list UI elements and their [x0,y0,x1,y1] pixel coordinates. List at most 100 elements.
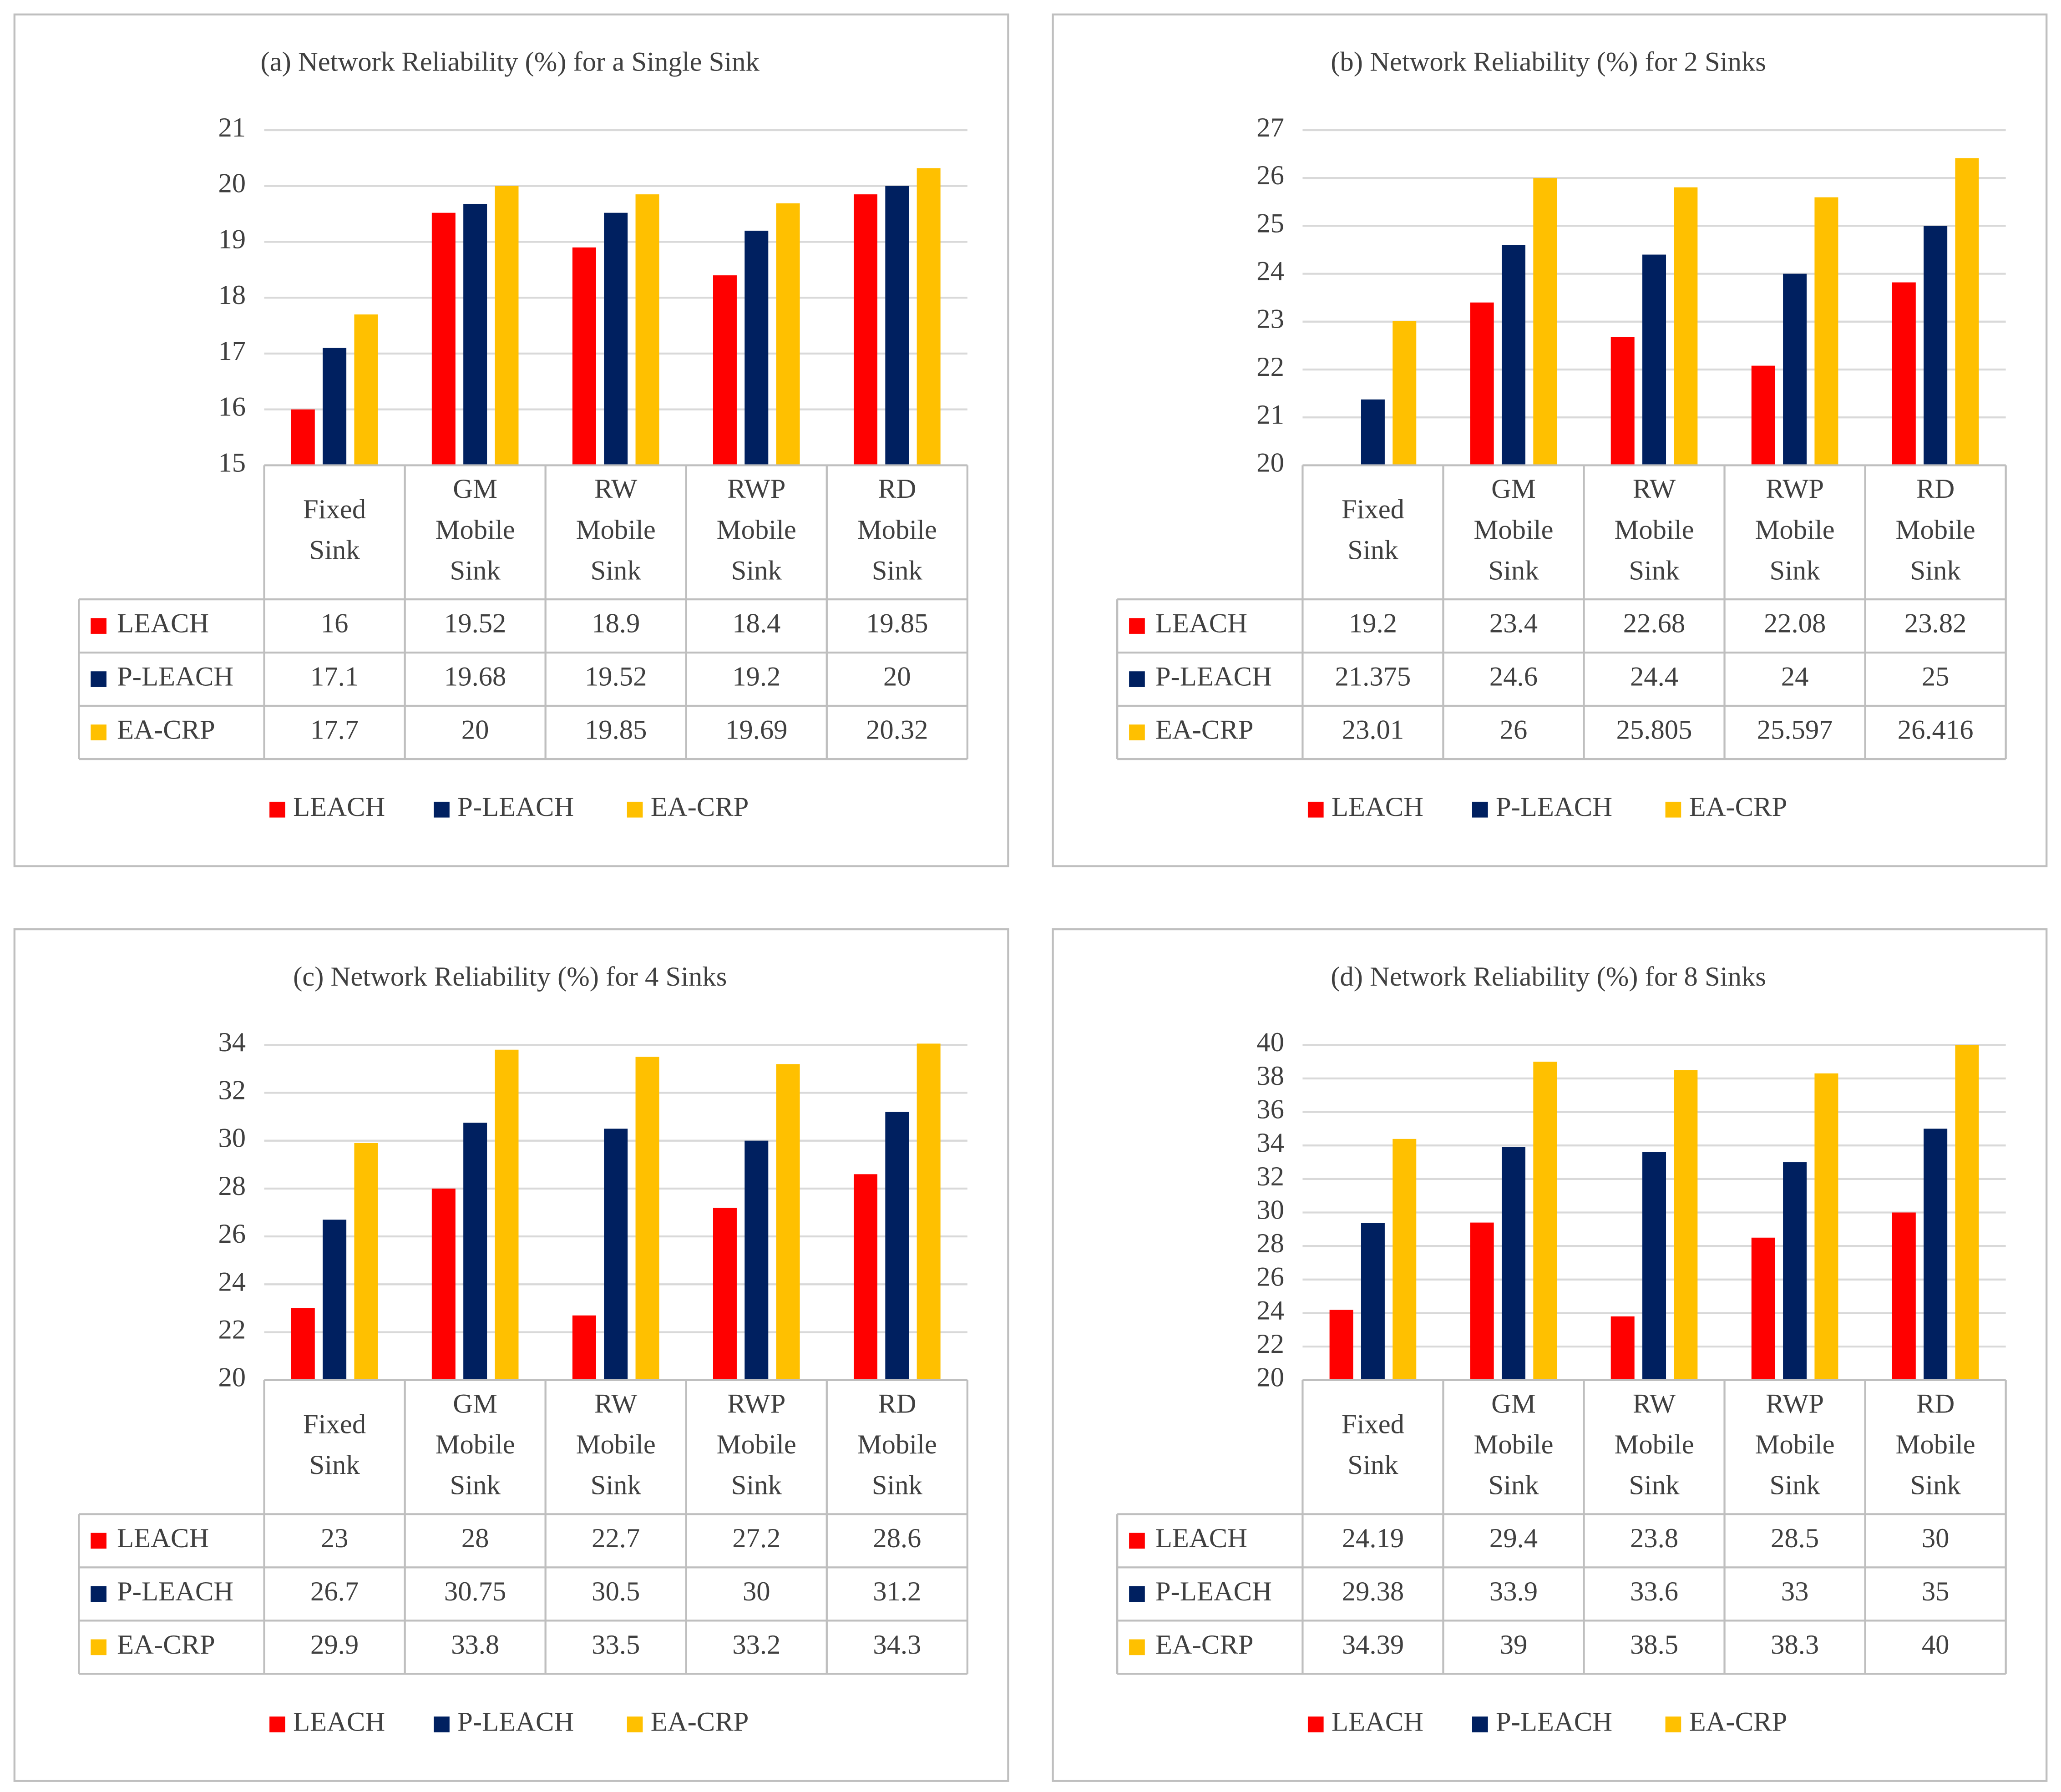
x-tick-line: Sink [1629,1470,1680,1501]
x-tick-line: Sink [1769,555,1820,586]
y-tick-label: 16 [218,392,246,422]
x-tick-label: GM Mobile Sink [435,474,515,586]
table-cell: 24 [1781,661,1809,692]
x-tick-line: Mobile [435,515,515,545]
x-tick-line: Mobile [576,515,656,545]
bar [744,230,769,466]
x-tick-line: Mobile [1755,1429,1834,1460]
x-tick-label: RD Mobile Sink [1896,474,1975,586]
legend-key [627,801,643,818]
legend-label: P-LEACH [1496,1706,1612,1737]
table-row-label: EA-CRP [1155,714,1254,745]
table-row-label: P-LEACH [117,661,233,692]
y-tick-label: 36 [1256,1094,1284,1124]
legend-key [1307,801,1324,818]
bar [635,1057,659,1380]
y-tick-label: 20 [218,168,246,199]
y-tick-label: 18 [218,280,246,310]
x-tick-line: GM [1491,1388,1536,1419]
bar [495,186,519,466]
table-cell: 25.805 [1616,714,1692,745]
bar [1955,158,1979,466]
panel-border [13,928,1009,1782]
x-tick-line: Mobile [1896,515,1975,545]
x-tick-line: RD [1916,474,1955,504]
table-row-label: LEACH [117,1523,209,1554]
x-tick-line: Mobile [857,515,937,545]
table-cell: 33.8 [451,1630,499,1660]
x-tick-line: Sink [450,555,501,586]
bar [291,409,315,466]
table-cell: 22.08 [1764,608,1826,639]
x-tick-line: GM [1491,474,1536,504]
bars [1329,158,1979,466]
table-cell: 29.4 [1489,1523,1538,1554]
bars [1329,1045,1979,1380]
x-tick-line: Mobile [1614,515,1694,545]
y-tick-label: 32 [1256,1161,1284,1192]
x-tick-line: Sink [1629,555,1680,586]
bar [604,1129,628,1380]
bar [713,275,737,466]
bar [495,1049,519,1380]
y-tick-label: 22 [1256,1329,1284,1359]
table-cell: 25.597 [1757,714,1833,745]
x-tick-label: GM Mobile Sink [1474,474,1553,586]
legend-label: LEACH [293,1706,385,1737]
x-tick-line: Sink [731,1470,782,1501]
legend-label: EA-CRP [651,792,749,822]
table-cell: 28.5 [1771,1523,1819,1554]
bar [431,213,456,466]
bar [1470,302,1494,466]
x-tick-line: Fixed [303,494,366,525]
y-tick-label: 26 [1256,160,1284,191]
bar [1501,245,1525,466]
x-tick-line: Sink [1910,555,1961,586]
table-cell: 23.01 [1342,714,1404,745]
table-cell: 23.82 [1904,608,1966,639]
table-cell: 19.52 [444,608,506,639]
chart-title: (d) Network Reliability (%) for 8 Sinks [1331,962,1766,992]
x-tick-line: RW [594,1388,638,1419]
x-tick-label: RD Mobile Sink [857,1388,937,1500]
x-tick-line: Sink [731,555,782,586]
y-tick-label: 22 [1256,352,1284,382]
table-row-label: EA-CRP [117,714,215,745]
table-cell: 33.5 [592,1630,640,1660]
y-tick-label: 27 [1256,112,1284,143]
y-tick-label: 26 [1256,1262,1284,1292]
x-tick-line: RW [1633,474,1676,504]
x-tick-line: Sink [872,555,923,586]
bar [1329,1310,1353,1380]
bar [1814,1073,1838,1380]
table-cell: 19.69 [725,714,787,745]
x-tick-line: Sink [1488,1470,1539,1501]
x-tick-line: Mobile [717,515,796,545]
table-cell: 22.7 [592,1523,640,1554]
x-tick-line: Sink [872,1470,923,1501]
table-cell: 33 [1781,1576,1809,1607]
table-row-label: LEACH [117,608,209,639]
bar [635,194,659,466]
bar [572,247,596,466]
bar [572,1315,596,1380]
table-legend-key [1129,724,1145,740]
table-legend-key [1129,1533,1145,1549]
x-tick-label: RD Mobile Sink [857,474,937,586]
table-cell: 25 [1922,661,1950,692]
table-cell: 26.416 [1898,714,1974,745]
y-tick-label: 17 [218,336,246,366]
table-cell: 38.3 [1771,1630,1819,1660]
table-cell: 28.6 [873,1523,921,1554]
x-tick-line: RWP [727,474,785,504]
bar [1501,1147,1525,1380]
x-tick-line: RW [594,474,638,504]
chart-title: (b) Network Reliability (%) for 2 Sinks [1331,46,1766,77]
legend-label: EA-CRP [1689,792,1788,822]
x-tick-line: GM [453,1388,497,1419]
bar [885,186,909,466]
table-cell: 27.2 [732,1523,780,1554]
legend-label: P-LEACH [1496,792,1612,822]
legend-label: LEACH [1332,792,1423,822]
x-tick-line: RD [878,1388,916,1419]
